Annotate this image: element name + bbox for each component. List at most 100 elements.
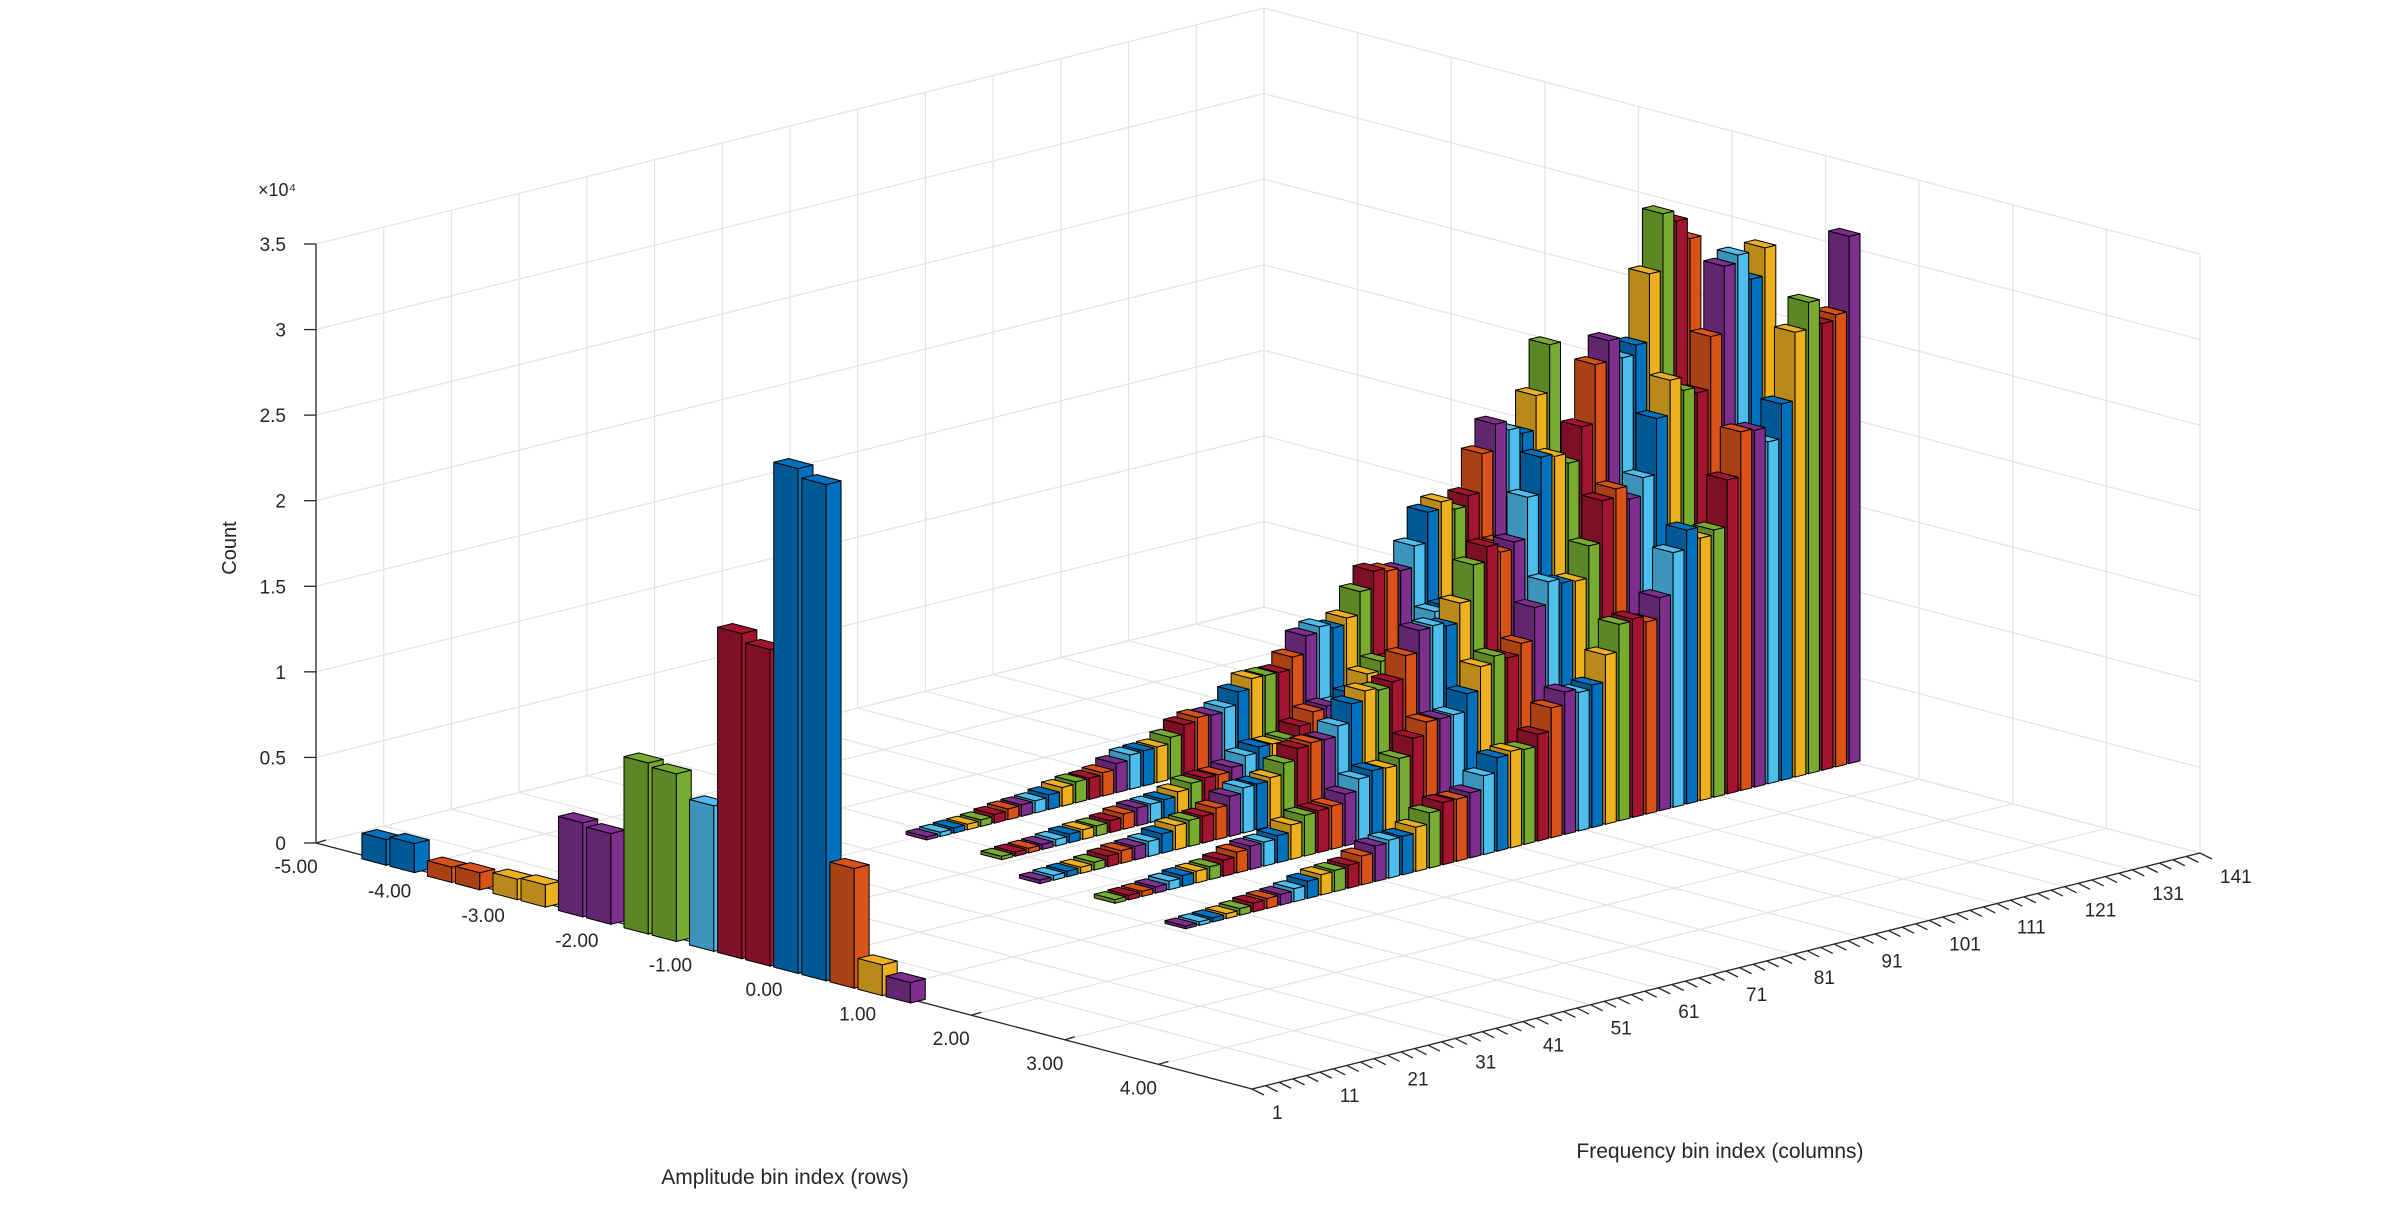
ridge-bar-top bbox=[1652, 543, 1685, 554]
ridge-bar-top bbox=[1197, 766, 1230, 776]
ridge-bar-front bbox=[1808, 298, 1820, 775]
ridge-bar-top bbox=[1459, 657, 1492, 668]
ridge-bar-top bbox=[1059, 858, 1092, 868]
z-tick-label: 1 bbox=[275, 663, 286, 684]
ridge-bar-top bbox=[1452, 556, 1485, 566]
ridge-bar-top bbox=[1584, 646, 1617, 656]
ridge-bar-top bbox=[1205, 905, 1238, 915]
ridge-bar-top bbox=[1814, 306, 1847, 316]
ridge-bar-top bbox=[1446, 685, 1478, 695]
col-tick bbox=[2037, 892, 2050, 901]
bar-side bbox=[829, 861, 855, 989]
ridge-bar-top bbox=[1422, 793, 1454, 803]
col-tick-label: 101 bbox=[1949, 934, 1981, 955]
ridge-bar-top bbox=[1219, 900, 1251, 910]
ridge-bar-top bbox=[960, 811, 992, 821]
ridge-bar-top bbox=[1107, 886, 1140, 896]
ridge-bar-top bbox=[1419, 710, 1451, 720]
ridge-bar-front bbox=[1358, 775, 1371, 844]
z-tick-label: 2 bbox=[275, 492, 286, 513]
col-tick bbox=[1888, 929, 1901, 938]
bar-top bbox=[651, 763, 692, 775]
ridge-bar bbox=[905, 828, 939, 841]
col-tick bbox=[1387, 1054, 1400, 1062]
ridge-bar-top bbox=[1216, 843, 1248, 853]
col-tick bbox=[1400, 1051, 1414, 1059]
ridge-bar-top bbox=[973, 805, 1006, 815]
bar-top bbox=[801, 473, 842, 486]
ridge-bar-front bbox=[1388, 836, 1401, 879]
ridge-bar-front bbox=[1183, 721, 1196, 777]
ridge-bar-front bbox=[1249, 842, 1262, 871]
ridge-bar-top bbox=[1054, 773, 1087, 783]
ridge-bar-top bbox=[1420, 493, 1453, 503]
row-tick bbox=[1064, 1036, 1075, 1041]
ridge-bar-top bbox=[1693, 521, 1725, 531]
col-tick bbox=[1996, 902, 2010, 911]
y-axis-label: Frequency bin index (columns) bbox=[1576, 1140, 1863, 1163]
ridge-bar-front bbox=[1161, 830, 1174, 854]
ridge-bar-top bbox=[1278, 717, 1311, 727]
col-tick bbox=[2091, 879, 2104, 887]
col-tick bbox=[1522, 1020, 1536, 1029]
ridge-bar-top bbox=[1787, 293, 1820, 303]
ridge-bar-top bbox=[1635, 409, 1668, 420]
ridge-bar-top bbox=[1384, 646, 1417, 657]
ridge-bar-top bbox=[980, 847, 1013, 857]
ridge-bar-top bbox=[1461, 445, 1493, 455]
ridge-bar-top bbox=[1082, 764, 1114, 774]
ridge-bar-top bbox=[1703, 257, 1736, 267]
col-tick bbox=[1834, 943, 1847, 951]
ridge-bar-top bbox=[1273, 880, 1305, 890]
bar-side bbox=[689, 798, 715, 953]
col-tick bbox=[2145, 865, 2159, 874]
ridge-bar-top bbox=[994, 843, 1027, 853]
ridge-bar-top bbox=[1561, 418, 1593, 428]
col-tick bbox=[2172, 859, 2186, 867]
ridge-bar-front bbox=[1374, 842, 1387, 883]
ridge-bar-front bbox=[1740, 428, 1753, 792]
ridge-bar-top bbox=[1175, 862, 1208, 872]
col-tick bbox=[1766, 960, 1779, 968]
bar-top bbox=[773, 458, 814, 470]
row-tick bbox=[315, 839, 327, 844]
ridge-bar-top bbox=[1327, 856, 1360, 866]
col-tick bbox=[1495, 1027, 1509, 1035]
ridge-bar-top bbox=[1048, 825, 1081, 835]
ridge-bar-top bbox=[1285, 627, 1317, 637]
ridge-bar-top bbox=[1122, 742, 1155, 752]
col-tick bbox=[1590, 1004, 1603, 1012]
ridge-bar-top bbox=[1515, 386, 1548, 397]
ridge-bar-top bbox=[933, 819, 965, 829]
ridge-bar-top bbox=[1514, 598, 1546, 609]
ridge-bar bbox=[1093, 890, 1127, 904]
ridge-bar-top bbox=[1161, 866, 1194, 877]
z-tick-label: 0.5 bbox=[260, 748, 286, 769]
ridge-bar-top bbox=[1178, 913, 1211, 923]
bar-top bbox=[829, 857, 870, 869]
ridge-bar-top bbox=[1238, 738, 1270, 748]
col-tick bbox=[1360, 1061, 1373, 1069]
ridge-bar-top bbox=[1094, 890, 1126, 901]
col-tick bbox=[1346, 1064, 1360, 1072]
bar bbox=[586, 822, 627, 925]
col-tick bbox=[1671, 983, 1685, 992]
col-tick-label: 11 bbox=[1340, 1086, 1360, 1107]
z-gridline bbox=[315, 92, 2201, 341]
ridge-bar-top bbox=[1156, 783, 1189, 793]
ridge-bar-top bbox=[1100, 841, 1133, 852]
ridge-bar-front bbox=[1848, 233, 1861, 765]
ridge-bar-top bbox=[1095, 754, 1128, 765]
ridge-bar-top bbox=[1339, 582, 1372, 593]
ridge-bar-front bbox=[1115, 760, 1128, 794]
ridge-bar-top bbox=[1408, 804, 1441, 814]
ridge-bar-front bbox=[1347, 861, 1360, 889]
ridge-bar-top bbox=[1062, 821, 1094, 831]
col-tick-label: 111 bbox=[2017, 918, 2046, 939]
col-tick bbox=[1265, 1085, 1278, 1093]
ridge-bar-top bbox=[1270, 816, 1302, 826]
col-tick bbox=[1441, 1041, 1454, 1049]
bar-top bbox=[558, 812, 598, 824]
ridge-bar-top bbox=[1649, 371, 1682, 381]
